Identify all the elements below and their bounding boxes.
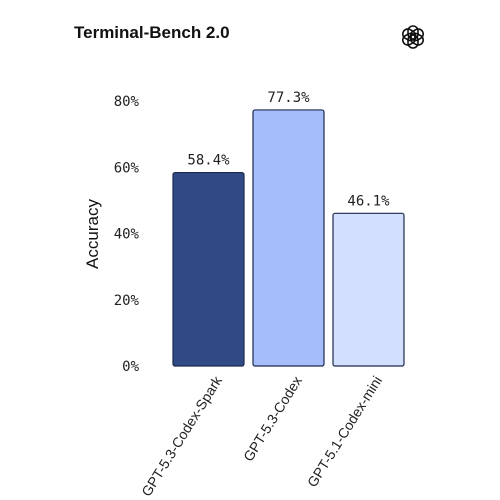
chart-title: Terminal-Bench 2.0 <box>74 23 230 42</box>
category-label: GPT-5.1-Codex-mini <box>304 373 385 490</box>
bar <box>252 109 325 367</box>
data-label: 46.1% <box>347 193 390 209</box>
data-labels: 58.4% 77.3% 46.1% <box>187 90 390 209</box>
category-label: GPT-5.3-Codex <box>240 373 305 464</box>
data-label: 58.4% <box>187 153 230 169</box>
bars <box>172 109 405 367</box>
y-tick-label: 0% <box>122 359 139 375</box>
data-label: 77.3% <box>267 90 310 106</box>
bar <box>172 171 245 367</box>
bar <box>332 212 405 367</box>
y-axis-title: Accuracy <box>83 199 102 269</box>
category-label: GPT-5.3-Codex-Spark <box>138 372 225 499</box>
y-tick-label: 60% <box>114 160 140 176</box>
category-labels: GPT-5.3-Codex-Spark GPT-5.3-CodexGPT-5.1-… <box>138 372 385 499</box>
y-tick-label: 20% <box>114 293 140 309</box>
y-tick-label: 80% <box>114 94 140 110</box>
openai-logo-icon <box>402 25 424 49</box>
y-tick-label: 40% <box>114 227 140 243</box>
y-axis-ticks: 0% 20% 40% 60% 80% <box>114 94 140 375</box>
